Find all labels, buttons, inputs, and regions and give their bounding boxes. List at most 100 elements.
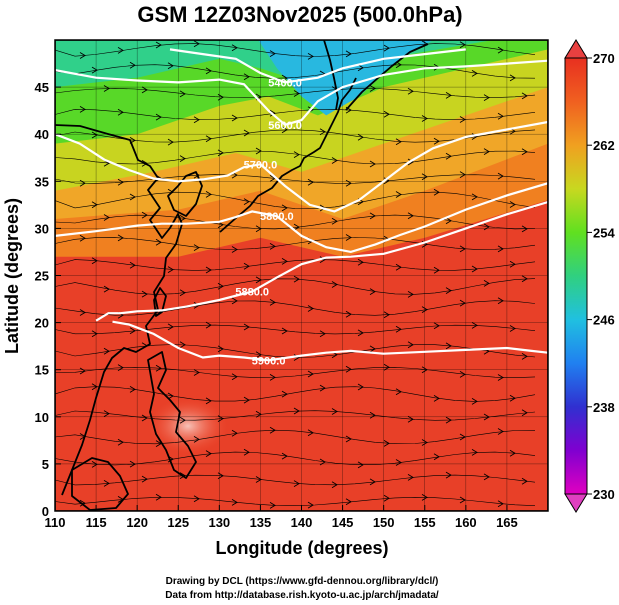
wind-arrow (179, 215, 186, 222)
contour-label: 5880.0 (235, 287, 269, 299)
wind-arrow (179, 90, 186, 98)
wind-arrow (369, 288, 376, 295)
y-tick-label: 10 (35, 410, 49, 425)
wind-arrow (307, 429, 314, 437)
wind-arrow (421, 494, 428, 501)
wind-arrow (231, 429, 238, 437)
wind-arrow (293, 223, 300, 231)
contour-line (169, 48, 466, 84)
sakhalin-coastline (323, 40, 339, 111)
wind-arrow (345, 365, 352, 373)
wind-arrow (407, 291, 414, 298)
wind-arrow (217, 415, 224, 422)
wind-arrow (345, 310, 352, 318)
wind-arrow (395, 263, 402, 271)
wind-arrow (407, 474, 414, 481)
wind-arrow (433, 137, 440, 145)
wind-arrow (255, 276, 262, 284)
wind-arrow (129, 386, 136, 393)
wind-arrow (193, 40, 200, 48)
colorbar: 270 262 254 246 238 230 (564, 39, 615, 513)
contour-label: 5800.0 (260, 211, 294, 223)
wind-arrow (293, 407, 300, 415)
wind-arrow (117, 364, 124, 371)
wind-arrow (79, 179, 86, 187)
wind-arrow (193, 369, 200, 376)
wind-arrow (269, 50, 276, 57)
wind-arrow (509, 394, 516, 402)
wind-arrow (521, 409, 528, 417)
wind-arrow (217, 282, 224, 290)
y-tick-label: 25 (35, 269, 49, 284)
wind-arrow (383, 110, 390, 118)
wind-arrow (521, 225, 528, 233)
wind-arrow (421, 439, 428, 446)
wind-arrow (231, 499, 238, 506)
y-tick-label: 5 (42, 457, 49, 472)
wind-arrow (129, 327, 136, 335)
wind-arrow (117, 108, 124, 116)
wind-arrow (459, 496, 466, 504)
wind-arrow (281, 204, 288, 212)
wind-arrow (155, 41, 162, 49)
wind-arrow (369, 85, 376, 92)
wind-arrow (167, 266, 174, 273)
wind-arrow (421, 173, 428, 181)
wind-arrow (407, 158, 414, 166)
wind-arrow (445, 217, 452, 225)
contour-5900.0: 5900.0 (112, 320, 548, 367)
streamline (55, 174, 536, 184)
wind-arrow (459, 171, 466, 178)
colorbar-max-arrow (564, 39, 588, 59)
wind-arrow (205, 397, 212, 405)
wind-arrow (345, 106, 352, 114)
wind-arrow (217, 149, 224, 157)
wind-arrow (497, 112, 504, 120)
wind-arrow (243, 129, 250, 137)
wind-arrow (509, 449, 516, 457)
wind-arrow (193, 495, 200, 503)
wind-arrow (421, 306, 428, 313)
wind-arrow (331, 217, 338, 225)
wind-arrow (345, 435, 352, 443)
streamline (55, 88, 536, 98)
wind-arrow (281, 126, 288, 134)
contour-line (55, 120, 548, 213)
wind-arrow (521, 148, 528, 156)
wind-arrow (383, 494, 390, 502)
x-axis-label: Longitude (degrees) (215, 538, 388, 558)
wind-arrow (155, 113, 162, 121)
y-tick-label: 35 (35, 174, 49, 189)
streamline (55, 278, 536, 295)
x-tick-label: 115 (86, 515, 107, 530)
asia-coastline (55, 124, 183, 496)
wind-arrow (293, 480, 300, 487)
wind-arrow (433, 322, 440, 330)
wind-arrow (471, 265, 478, 273)
wind-arrow (471, 193, 478, 201)
x-axis-ticks: 110 115 120 125 130 135 140 145 150 155 160 165 (45, 505, 518, 530)
wind-arrow (129, 61, 136, 69)
wind-arrow (433, 453, 440, 461)
streamline (55, 474, 536, 486)
wind-arrow (345, 498, 352, 506)
wind-arrow (155, 493, 162, 501)
contour-line (55, 59, 548, 127)
wind-arrow (155, 440, 162, 447)
wind-arrow (91, 66, 98, 74)
wind-arrow (117, 438, 124, 446)
wind-arrow (421, 115, 428, 122)
wind-arrow (395, 61, 402, 69)
wind-arrow (167, 138, 174, 146)
wind-arrow (243, 448, 250, 456)
wind-arrow (141, 342, 148, 350)
colorbar-tick-label: 246 (593, 313, 615, 328)
streamline (55, 496, 536, 507)
wind-arrow (345, 234, 352, 241)
wind-arrow (141, 211, 148, 219)
x-tick-label: 120 (126, 515, 148, 530)
wind-arrow (243, 396, 250, 404)
wind-arrow (459, 41, 466, 49)
wind-arrow (369, 478, 376, 486)
wind-arrow (255, 410, 262, 418)
